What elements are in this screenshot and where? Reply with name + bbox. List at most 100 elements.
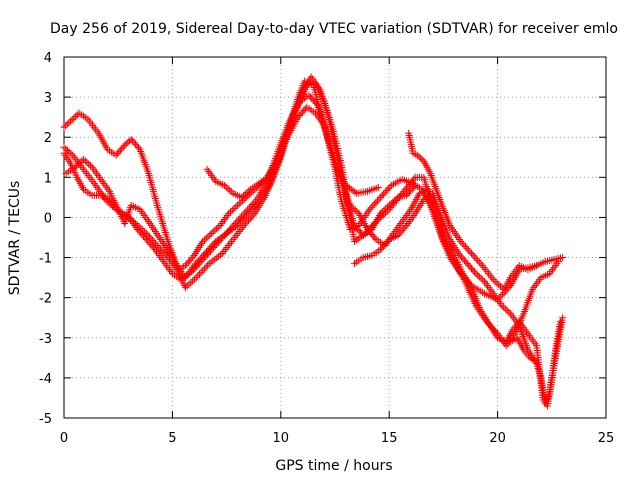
data-point <box>405 188 413 196</box>
data-point <box>205 249 213 257</box>
data-point <box>410 183 418 191</box>
data-point <box>236 214 244 222</box>
data-point <box>400 225 408 233</box>
data-point <box>493 279 501 287</box>
data-point <box>240 221 248 229</box>
data-point <box>127 135 135 143</box>
data-point <box>397 228 405 236</box>
data-point <box>474 271 482 279</box>
data-point <box>73 162 81 170</box>
data-point <box>60 123 68 131</box>
data-point <box>308 94 316 102</box>
data-point <box>248 201 256 209</box>
data-point <box>245 204 253 212</box>
data-point <box>137 229 145 237</box>
y-tick-label: -3 <box>39 332 52 347</box>
data-point <box>216 237 224 245</box>
data-point <box>245 187 253 195</box>
data-point <box>234 216 242 224</box>
data-point <box>224 228 232 236</box>
data-point <box>220 231 228 239</box>
data-point <box>305 91 313 99</box>
data-point <box>211 226 219 234</box>
data-point <box>241 190 249 198</box>
data-point <box>243 218 251 226</box>
data-point <box>179 274 187 282</box>
data-point <box>351 206 359 214</box>
y-tick-label: -2 <box>39 292 52 307</box>
data-point <box>217 235 225 243</box>
data-point <box>196 259 204 267</box>
data-point <box>472 255 480 263</box>
data-point <box>197 268 205 276</box>
y-tick-label: -1 <box>39 252 52 267</box>
data-point <box>156 245 164 253</box>
data-point <box>85 160 93 168</box>
data-point <box>398 226 406 234</box>
data-point <box>161 250 169 258</box>
x-tick-label: 20 <box>489 431 506 446</box>
data-point <box>112 151 120 159</box>
data-point <box>177 276 185 284</box>
data-point <box>183 282 191 290</box>
data-point <box>312 99 320 107</box>
data-point <box>182 272 190 280</box>
y-tick-label: -5 <box>39 412 52 427</box>
data-point <box>244 206 252 214</box>
data-point <box>142 236 150 244</box>
data-point <box>417 154 425 162</box>
data-point <box>477 274 485 282</box>
data-point <box>418 156 426 164</box>
data-point <box>134 225 142 233</box>
data-point <box>181 262 189 270</box>
data-point <box>187 279 195 287</box>
data-point <box>475 258 483 266</box>
data-point <box>460 256 468 264</box>
data-point <box>183 260 191 268</box>
data-point <box>246 215 254 223</box>
data-point <box>298 108 306 116</box>
data-point <box>381 188 389 196</box>
data-point <box>153 242 161 250</box>
data-point <box>191 264 199 272</box>
data-point <box>190 275 198 283</box>
data-point <box>503 307 511 315</box>
data-point <box>465 261 473 269</box>
data-point <box>353 208 361 216</box>
data-point <box>105 199 113 207</box>
data-point <box>390 197 398 205</box>
data-point <box>65 119 73 127</box>
data-point <box>122 140 130 148</box>
data-point <box>245 216 253 224</box>
data-point <box>196 270 203 278</box>
data-point <box>241 220 249 228</box>
y-tick-label: 2 <box>44 131 52 146</box>
data-point <box>208 245 216 253</box>
data-points <box>60 73 567 410</box>
data-point <box>233 218 241 226</box>
data-point <box>415 153 423 161</box>
data-point <box>559 254 567 262</box>
data-point <box>148 242 156 250</box>
data-point <box>460 241 468 249</box>
data-point <box>373 197 381 205</box>
data-point <box>380 190 388 198</box>
y-tick-label: 4 <box>44 51 52 66</box>
data-point <box>470 268 478 276</box>
data-point <box>70 114 78 122</box>
series-track-2 <box>60 79 562 350</box>
data-point <box>194 261 202 269</box>
data-point <box>189 253 197 261</box>
series-track-5 <box>203 73 419 239</box>
data-point <box>231 219 239 227</box>
data-point <box>185 280 193 288</box>
data-point <box>384 185 392 193</box>
data-point <box>469 266 477 274</box>
data-point <box>404 182 412 190</box>
data-point <box>206 247 214 255</box>
data-point <box>219 233 227 241</box>
data-point <box>80 155 88 163</box>
data-point <box>235 200 243 208</box>
data-point <box>477 260 485 268</box>
data-point <box>188 268 196 276</box>
